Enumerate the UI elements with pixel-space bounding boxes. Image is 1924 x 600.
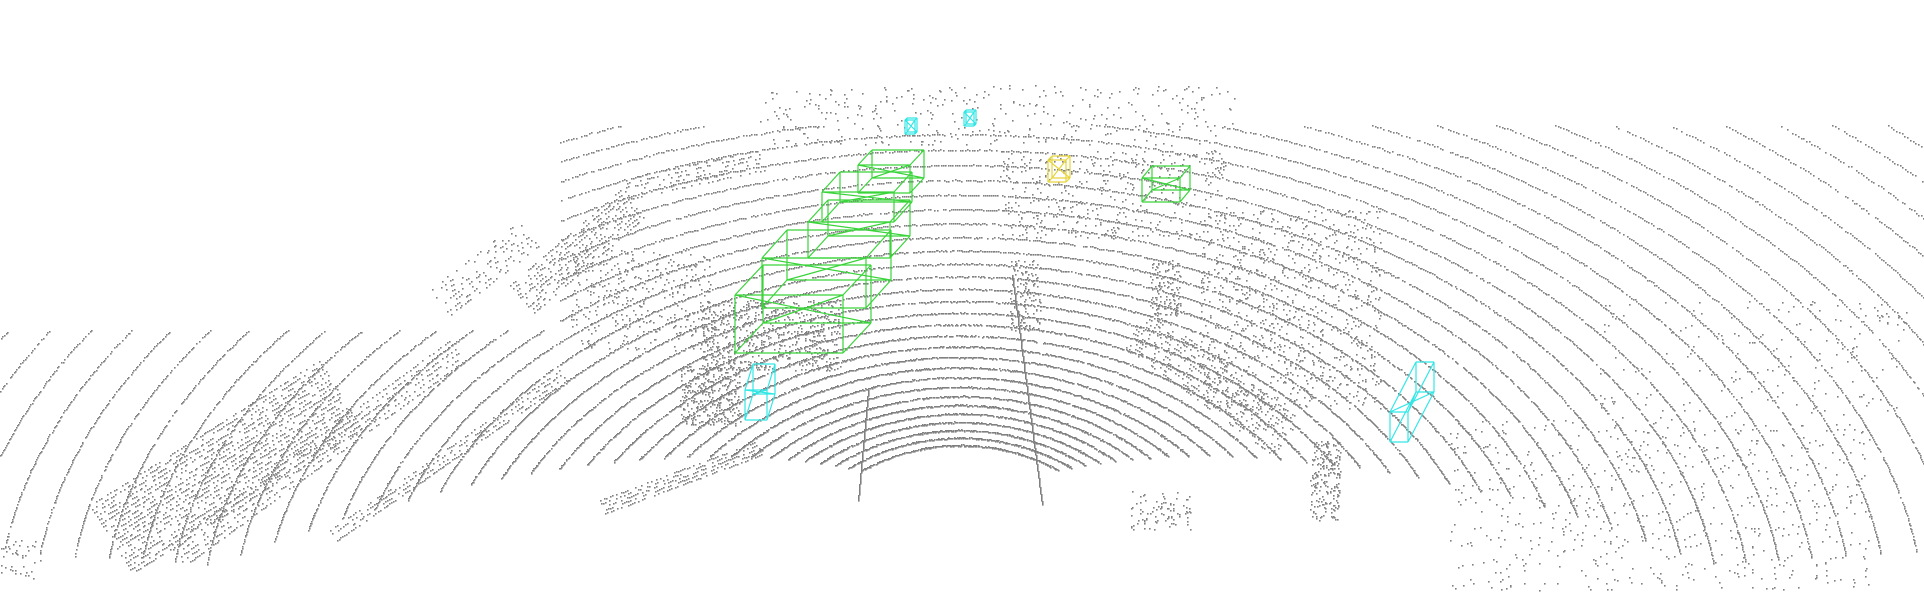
car-box-edges [1141,165,1191,203]
pedestrian-box-edges [1389,361,1435,443]
pedestrian-bounding-box [904,117,918,135]
car-bounding-box [1141,165,1191,203]
cyclist-bounding-box [1047,155,1071,183]
lidar-points-layer [0,85,1924,592]
pedestrian-box-edges [744,363,776,421]
pedestrian-bounding-box [744,363,776,421]
detection-boxes-layer [734,109,1435,443]
cyclist-box-edges [1047,155,1071,183]
pedestrian-bounding-box [963,109,977,127]
car-box-edges [857,149,925,194]
car-bounding-box [857,149,925,194]
pedestrian-box-edges [904,117,918,135]
lidar-points [0,85,1924,592]
pedestrian-bounding-box [1389,361,1435,443]
pedestrian-box-edges [963,109,977,127]
